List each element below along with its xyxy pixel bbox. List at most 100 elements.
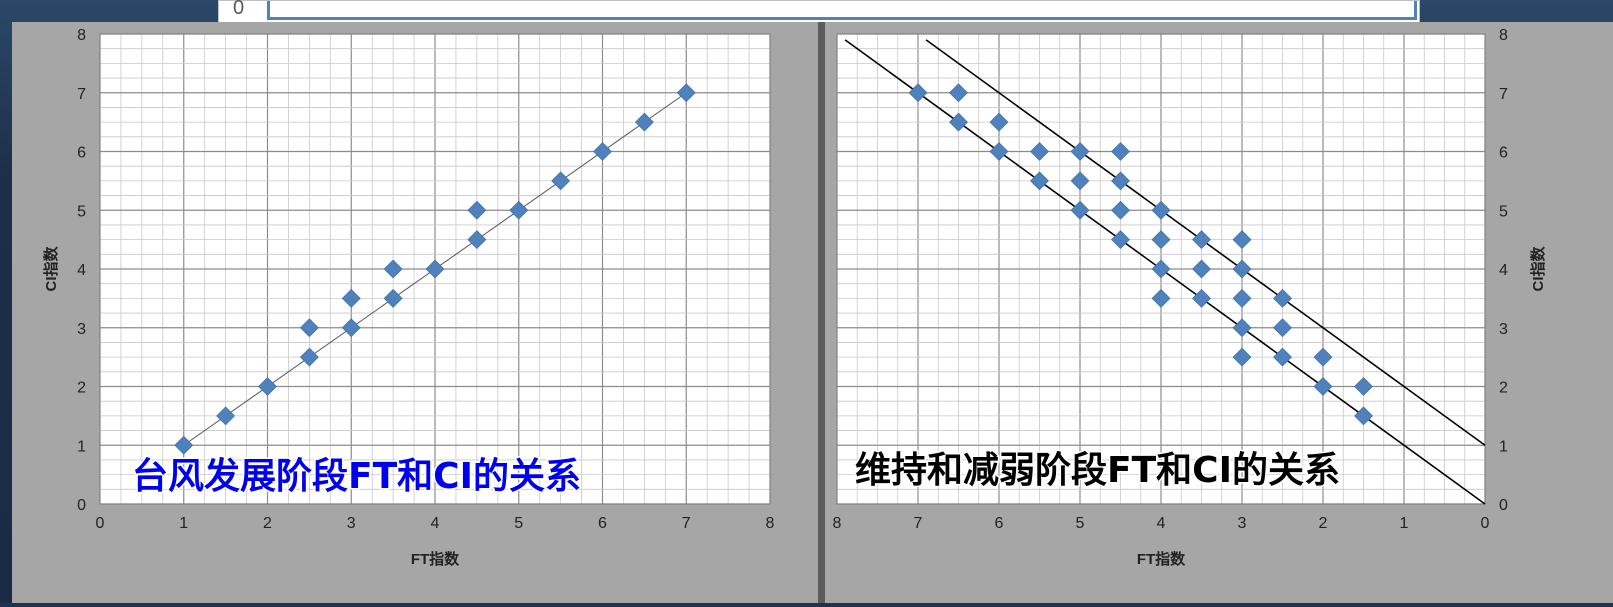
x-tick-label: 5 bbox=[514, 515, 523, 532]
y-tick-label: 3 bbox=[77, 321, 86, 338]
x-tick-label: 2 bbox=[1319, 515, 1328, 532]
data-point bbox=[1192, 288, 1211, 308]
data-point bbox=[299, 318, 319, 338]
x-tick-label: 0 bbox=[1481, 515, 1490, 532]
top-strip-tick-label: 0 bbox=[233, 0, 245, 19]
data-point bbox=[383, 288, 403, 308]
data-point bbox=[989, 142, 1009, 161]
top-chart-strip: 0 bbox=[218, 0, 1420, 25]
data-point bbox=[1354, 377, 1373, 396]
y-tick-label: 4 bbox=[1499, 262, 1508, 279]
data-point bbox=[1070, 142, 1090, 161]
data-point bbox=[1030, 142, 1049, 161]
data-point bbox=[174, 435, 194, 455]
data-point bbox=[551, 171, 571, 191]
data-point bbox=[1232, 347, 1252, 367]
data-point bbox=[1273, 318, 1292, 338]
y-tick-label: 1 bbox=[1499, 438, 1508, 455]
data-point bbox=[1151, 200, 1171, 220]
data-point bbox=[1354, 406, 1373, 426]
y-tick-label: 8 bbox=[77, 27, 86, 44]
x-tick-label: 2 bbox=[263, 515, 272, 532]
y-tick-label: 3 bbox=[1499, 321, 1508, 338]
data-point bbox=[299, 347, 319, 367]
y-tick-label: 6 bbox=[1499, 145, 1508, 162]
data-point bbox=[1030, 171, 1049, 191]
data-point bbox=[949, 112, 968, 132]
right-scatter-chart: 0 1 2 3 4 5 6 7 8 0 1 2 3 4 5 6 7 8 FT指数 CI指数维持和减弱阶段FT和CI的关… bbox=[833, 27, 1547, 568]
x-tick-label: 6 bbox=[598, 515, 607, 532]
x-tick-label: 3 bbox=[1238, 515, 1247, 532]
data-point bbox=[989, 112, 1009, 132]
y-axis-label: CI指数 bbox=[42, 246, 60, 292]
data-point bbox=[634, 112, 654, 132]
y-tick-label: 5 bbox=[1499, 203, 1508, 220]
data-point bbox=[676, 83, 696, 103]
data-point bbox=[1313, 347, 1333, 367]
data-point bbox=[341, 288, 361, 308]
x-tick-label: 4 bbox=[431, 515, 440, 532]
data-point bbox=[1192, 230, 1211, 250]
y-tick-label: 6 bbox=[77, 145, 86, 162]
y-tick-label: 2 bbox=[77, 380, 86, 397]
data-point bbox=[1232, 318, 1252, 338]
x-tick-label: 4 bbox=[1157, 515, 1166, 532]
data-point bbox=[383, 259, 403, 279]
x-axis-label: FT指数 bbox=[411, 550, 460, 568]
data-point bbox=[1070, 171, 1090, 191]
data-point bbox=[467, 230, 487, 250]
data-point bbox=[1151, 288, 1171, 308]
data-point bbox=[258, 377, 277, 396]
data-point bbox=[908, 83, 928, 103]
y-tick-label: 0 bbox=[77, 497, 86, 514]
data-point bbox=[1232, 259, 1252, 279]
data-point bbox=[1313, 377, 1333, 396]
data-point bbox=[216, 406, 236, 426]
x-tick-label: 1 bbox=[1400, 515, 1409, 532]
chart-caption: 台风发展阶段FT和CI的关系 bbox=[132, 456, 581, 497]
x-axis-label: FT指数 bbox=[1137, 550, 1186, 568]
plot-border bbox=[836, 33, 1486, 505]
y-tick-label: 8 bbox=[1499, 27, 1508, 44]
y-tick-label: 0 bbox=[1499, 497, 1508, 514]
left-chart-panel: 0 1 2 3 4 5 6 7 8 0 1 2 3 4 5 6 7 8 FT指数 CI指数台风发展阶段FT和CI的关系 bbox=[12, 22, 818, 603]
data-point bbox=[1151, 230, 1171, 250]
data-point bbox=[1111, 230, 1130, 250]
x-tick-label: 0 bbox=[96, 515, 105, 532]
data-point bbox=[1111, 171, 1130, 191]
data-point bbox=[1273, 347, 1292, 367]
top-strip-plot-frame bbox=[267, 1, 1417, 20]
y-tick-label: 2 bbox=[1499, 380, 1508, 397]
data-point bbox=[1070, 200, 1090, 220]
data-point bbox=[467, 200, 487, 220]
data-point bbox=[1232, 230, 1252, 250]
y-axis-label: CI指数 bbox=[1529, 246, 1547, 292]
x-tick-label: 6 bbox=[995, 515, 1004, 532]
x-tick-label: 7 bbox=[682, 515, 691, 532]
x-tick-label: 8 bbox=[766, 515, 775, 532]
y-tick-label: 5 bbox=[77, 203, 86, 220]
data-point bbox=[1192, 259, 1211, 279]
data-point bbox=[1232, 288, 1252, 308]
x-tick-label: 7 bbox=[914, 515, 923, 532]
right-chart-panel: 0 1 2 3 4 5 6 7 8 0 1 2 3 4 5 6 7 8 FT指数 CI指数维持和减弱阶段FT和CI的关… bbox=[825, 22, 1613, 603]
y-tick-label: 7 bbox=[77, 86, 86, 103]
plot-border bbox=[99, 33, 771, 505]
data-point bbox=[1111, 142, 1130, 161]
y-tick-label: 7 bbox=[1499, 86, 1508, 103]
chart-caption: 维持和减弱阶段FT和CI的关系 bbox=[855, 450, 1340, 491]
panel-divider bbox=[818, 22, 825, 603]
data-point bbox=[1111, 200, 1130, 220]
x-tick-label: 1 bbox=[179, 515, 188, 532]
data-point bbox=[1273, 288, 1292, 308]
x-tick-label: 8 bbox=[833, 515, 842, 532]
y-tick-label: 1 bbox=[77, 438, 86, 455]
data-point bbox=[341, 318, 361, 338]
data-point bbox=[593, 142, 612, 161]
x-tick-label: 3 bbox=[347, 515, 356, 532]
x-tick-label: 5 bbox=[1076, 515, 1085, 532]
data-point bbox=[509, 200, 529, 220]
data-point bbox=[1151, 259, 1171, 279]
y-tick-label: 4 bbox=[77, 262, 86, 279]
